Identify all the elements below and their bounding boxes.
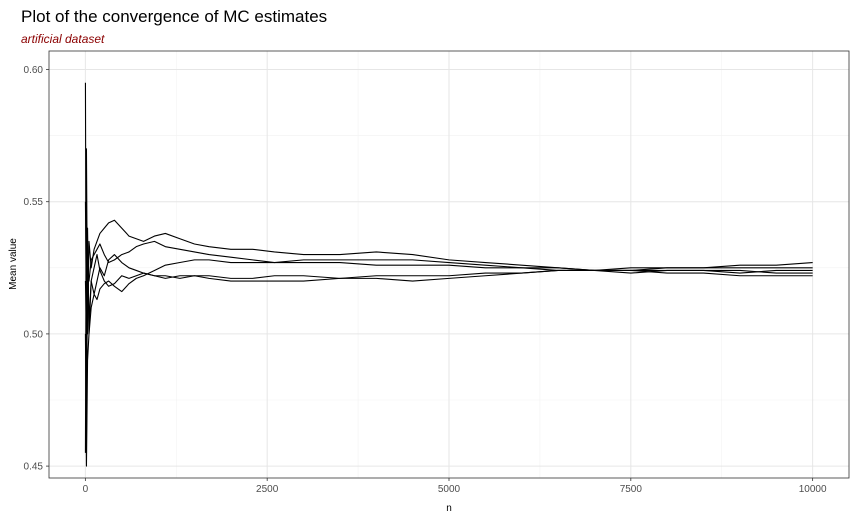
x-axis-ticks: 0 2500 5000 7500 10000 <box>83 478 827 495</box>
x-tick-label: 2500 <box>256 484 279 495</box>
y-axis-ticks: 0.45 0.50 0.55 0.60 <box>24 65 49 473</box>
x-tick-label: 5000 <box>438 484 461 495</box>
y-tick-label: 0.55 <box>24 197 44 208</box>
chart-title: Plot of the convergence of MC estimates <box>21 7 327 26</box>
major-gridlines <box>49 51 849 478</box>
series-line-5 <box>84 227 813 335</box>
x-axis-label: n <box>446 503 452 514</box>
x-tick-label: 10000 <box>799 484 827 495</box>
series-lines <box>84 82 813 467</box>
y-tick-label: 0.50 <box>24 329 44 340</box>
y-tick-label: 0.60 <box>24 65 44 76</box>
y-axis-label: Mean value <box>8 238 19 290</box>
chart-subtitle: artificial dataset <box>21 32 105 46</box>
x-tick-label: 7500 <box>620 484 643 495</box>
y-tick-label: 0.45 <box>24 462 44 473</box>
x-tick-label: 0 <box>83 484 89 495</box>
